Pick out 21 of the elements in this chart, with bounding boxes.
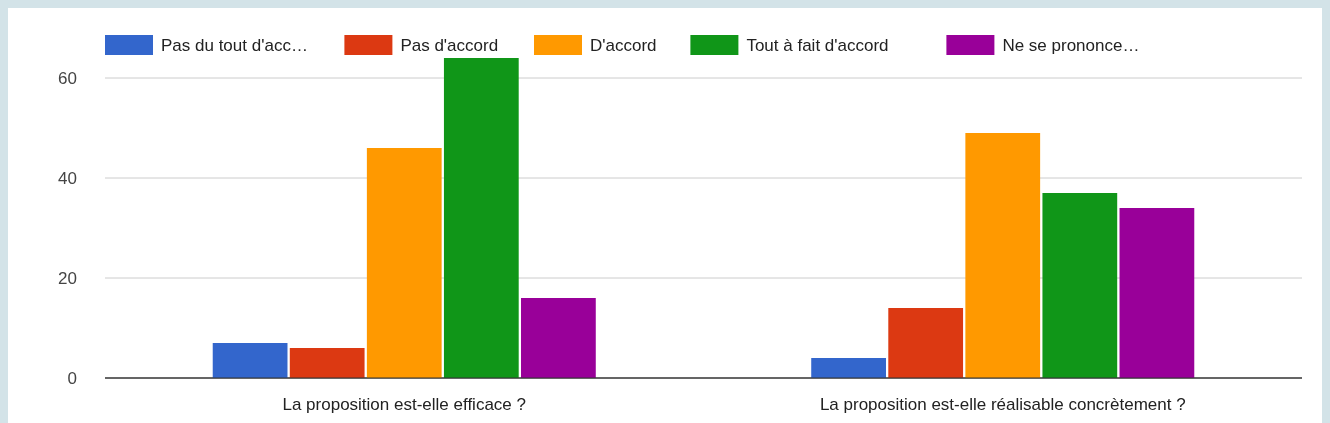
bar	[888, 308, 964, 378]
y-tick-label: 0	[67, 369, 77, 388]
legend-label: Ne se prononce…	[1002, 36, 1140, 55]
bar	[811, 358, 886, 378]
y-tick-label: 40	[58, 169, 77, 188]
bar	[289, 348, 365, 378]
legend-label: D'accord	[590, 36, 657, 55]
bar	[212, 343, 288, 378]
legend-label: Tout à fait d'accord	[746, 36, 889, 55]
x-tick-label: La proposition est-elle efficace ?	[282, 395, 527, 414]
x-tick-label: La proposition est-elle réalisable concrètement ?	[819, 395, 1186, 414]
bar	[521, 298, 596, 378]
y-tick-label: 20	[58, 269, 77, 288]
y-tick-label: 60	[58, 69, 77, 88]
legend-label: Pas du tout d'acc…	[161, 36, 308, 55]
bar	[443, 58, 519, 378]
bar	[965, 133, 1041, 378]
bar	[366, 148, 442, 378]
bar	[1042, 193, 1118, 378]
bar	[1119, 208, 1195, 378]
legend-label: Pas d'accord	[400, 36, 499, 55]
